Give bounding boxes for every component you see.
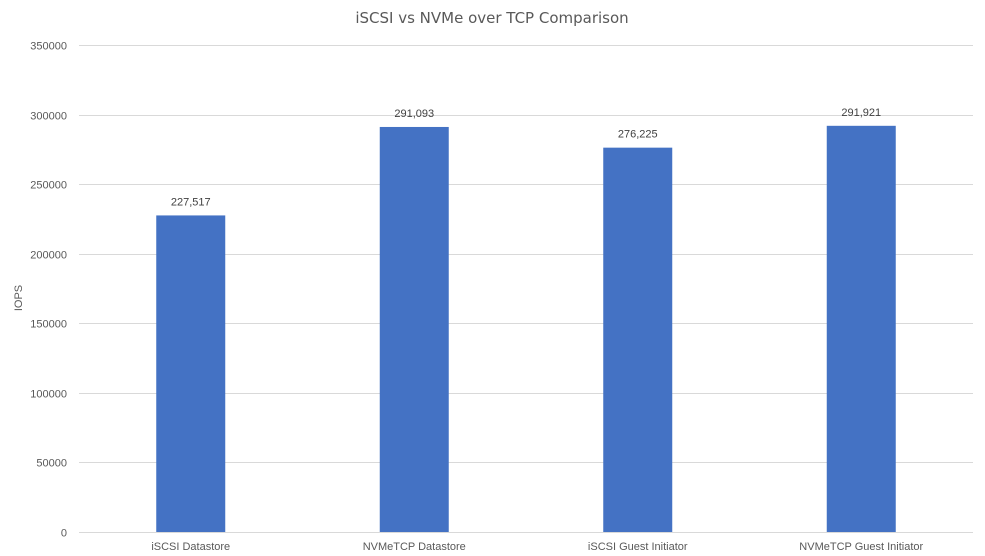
gridlines [79,45,973,533]
y-tick-label: 250000 [30,180,67,192]
y-tick-label: 150000 [30,319,67,331]
y-tick-label: 0 [61,528,67,540]
y-tick-label: 350000 [30,41,67,53]
bar [156,215,226,533]
bars [156,125,896,533]
bar [826,125,896,533]
data-label: 227,517 [171,196,211,208]
x-tick-label: iSCSI Datastore [151,541,230,553]
data-labels: 227,517 291,093 276,225 291,921 [171,107,881,209]
y-axis-title: IOPS [13,285,25,311]
y-axis-ticks: 0 50000 100000 150000 200000 250000 300000 3500… [30,41,67,540]
data-label: 276,225 [618,129,658,141]
bar [603,147,673,532]
y-tick-label: 50000 [36,458,67,470]
data-label: 291,093 [394,108,434,120]
data-label: 291,921 [841,107,881,119]
y-tick-label: 300000 [30,111,67,123]
bar [379,126,449,533]
x-tick-label: NVMeTCP Guest Initiator [799,541,923,553]
x-tick-label: NVMeTCP Datastore [363,541,466,553]
x-axis-ticks: iSCSI Datastore NVMeTCP Datastore iSCSI Gu… [151,541,923,553]
y-tick-label: 200000 [30,250,67,262]
y-tick-label: 100000 [30,389,67,401]
chart-title: iSCSI vs NVMe over TCP Comparison [355,9,628,27]
x-tick-label: iSCSI Guest Initiator [588,541,688,553]
